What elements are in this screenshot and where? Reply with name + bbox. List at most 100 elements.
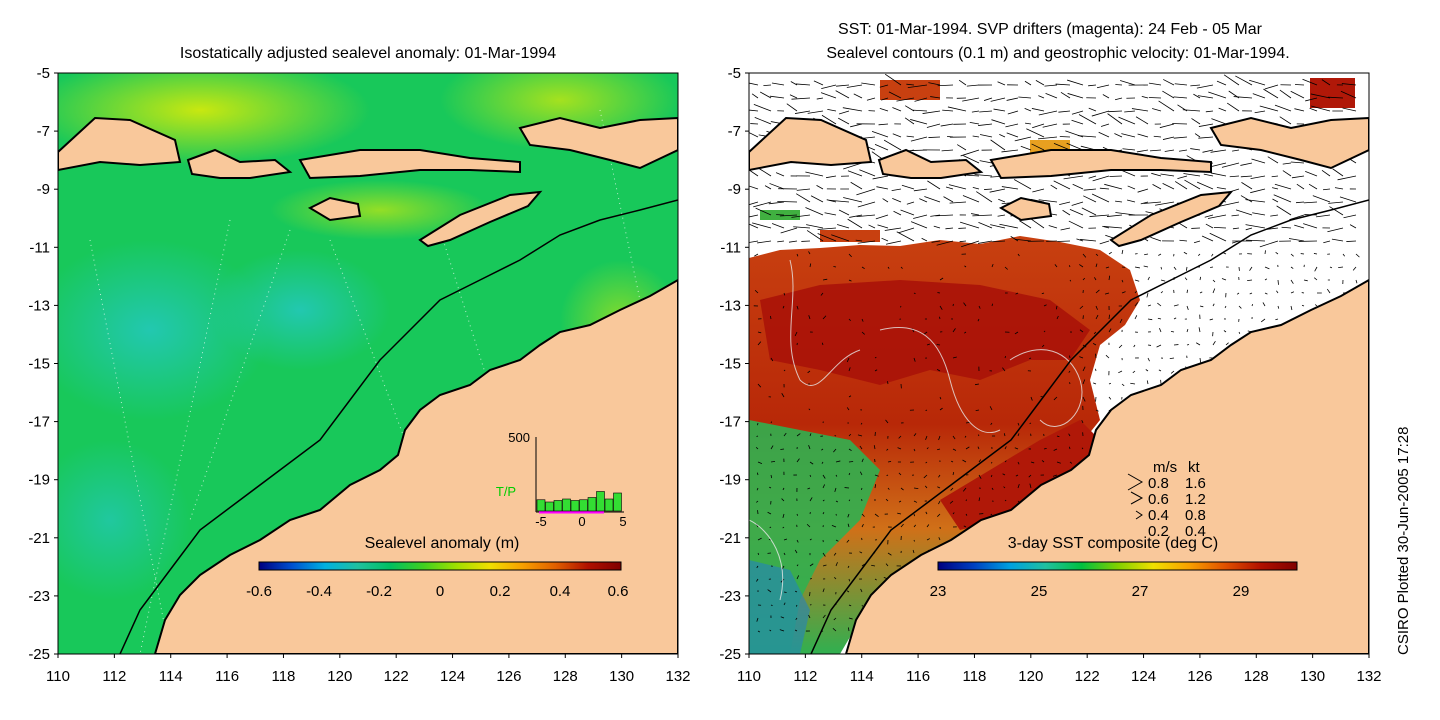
velocity-arrow bbox=[1146, 292, 1149, 298]
velocity-arrow bbox=[756, 617, 759, 622]
left-xtick-label: 118 bbox=[271, 668, 295, 685]
velocity-arrow bbox=[850, 181, 863, 190]
velocity-arrow bbox=[1055, 305, 1058, 310]
velocity-arrow bbox=[752, 222, 772, 229]
left-cbar-tick-6: 0.6 bbox=[608, 583, 629, 600]
bali-lombok-islands bbox=[186, 148, 293, 179]
velocity-arrow bbox=[809, 461, 814, 465]
velocity-arrow bbox=[1264, 278, 1268, 281]
velocity-arrow bbox=[795, 604, 798, 607]
velocity-arrow bbox=[876, 186, 889, 190]
velocity-arrow bbox=[1028, 474, 1032, 478]
velocity-arrow bbox=[904, 117, 915, 125]
velocity-arrow bbox=[1252, 93, 1266, 99]
velocity-arrow bbox=[1262, 302, 1266, 307]
velocity-arrow bbox=[952, 512, 955, 515]
velocity-arrow bbox=[989, 188, 1006, 193]
velocity-arrow bbox=[1093, 382, 1097, 385]
velocity-arrow bbox=[952, 356, 957, 359]
velocity-arrow bbox=[847, 513, 850, 518]
velocity-arrow bbox=[1245, 227, 1253, 231]
velocity-arrow bbox=[1118, 370, 1123, 374]
left-ytick-label: -19 bbox=[28, 472, 50, 489]
velocity-arrow bbox=[1213, 226, 1227, 229]
velocity-arrow bbox=[757, 341, 762, 346]
velocity-arrow bbox=[1199, 291, 1203, 294]
velocity-arrow bbox=[1291, 175, 1305, 179]
inset-xtick-5: 5 bbox=[619, 514, 626, 529]
velocity-arrow bbox=[1006, 132, 1019, 138]
velocity-arrow bbox=[1225, 342, 1229, 346]
velocity-arrow bbox=[884, 73, 902, 86]
inset-bar bbox=[596, 491, 605, 512]
velocity-arrow bbox=[913, 524, 917, 528]
velocity-arrow bbox=[1199, 305, 1204, 308]
velocity-arrow bbox=[1209, 318, 1214, 321]
velocity-arrow bbox=[1147, 318, 1153, 321]
velocity-arrow bbox=[756, 487, 759, 491]
velocity-arrow bbox=[756, 500, 759, 503]
sst-cold-southwest bbox=[749, 560, 810, 654]
velocity-arrow bbox=[874, 356, 877, 359]
velocity-arrow bbox=[1275, 251, 1279, 255]
velocity-arrow bbox=[1190, 148, 1201, 151]
velocity-arrow bbox=[796, 513, 798, 516]
velocity-arrow bbox=[892, 133, 902, 138]
velocity-arrow bbox=[1190, 84, 1201, 87]
velocity-arrow bbox=[1105, 354, 1110, 359]
velocity-arrow bbox=[757, 537, 762, 541]
velocity-arrow bbox=[1081, 207, 1097, 216]
velocity-arrow bbox=[1219, 201, 1240, 207]
velocity-arrow bbox=[1140, 201, 1149, 205]
velocity-arrow bbox=[921, 237, 928, 242]
velocity-legend-ms-0: 0.8 bbox=[1148, 475, 1169, 492]
velocity-arrow bbox=[1014, 331, 1019, 335]
velocity-arrow bbox=[1096, 84, 1110, 89]
velocity-arrow bbox=[757, 240, 772, 244]
velocity-arrow bbox=[1015, 474, 1019, 477]
velocity-arrow bbox=[1229, 175, 1240, 178]
velocity-arrow bbox=[1334, 187, 1344, 190]
velocity-arrow bbox=[1144, 253, 1149, 256]
velocity-arrow bbox=[1235, 209, 1253, 216]
velocity-arrow bbox=[1164, 149, 1175, 152]
velocity-arrow bbox=[821, 448, 824, 451]
velocity-arrow bbox=[1108, 396, 1112, 400]
velocity-arrow bbox=[1232, 227, 1240, 230]
velocity-arrow bbox=[1240, 162, 1253, 166]
right-landmasses bbox=[749, 116, 1369, 654]
velocity-arrow bbox=[838, 117, 850, 125]
left-colorbar: Sealevel anomaly (m) -0.6 -0.4 -0.2 0 0.… bbox=[246, 535, 628, 600]
velocity-arrow bbox=[857, 434, 863, 437]
velocity-arrow bbox=[906, 83, 915, 86]
velocity-arrow bbox=[757, 422, 759, 426]
velocity-arrow bbox=[809, 263, 812, 268]
velocity-arrow bbox=[1264, 84, 1279, 90]
velocity-arrow bbox=[796, 193, 811, 203]
velocity-arrow bbox=[1236, 292, 1240, 295]
velocity-arrow bbox=[874, 484, 877, 489]
velocity-arrow bbox=[1160, 279, 1166, 282]
velocity-arrow bbox=[926, 447, 929, 450]
velocity-arrow bbox=[1120, 80, 1136, 86]
left-cbar-tick-0: -0.6 bbox=[246, 583, 272, 600]
velocity-arrow bbox=[780, 448, 785, 450]
velocity-arrow bbox=[887, 381, 889, 385]
velocity-arrow bbox=[939, 396, 942, 400]
velocity-arrow bbox=[1082, 253, 1087, 258]
velocity-arrow bbox=[1216, 187, 1227, 190]
velocity-arrow bbox=[1232, 149, 1240, 152]
velocity-arrow bbox=[783, 292, 786, 296]
velocity-arrow bbox=[906, 201, 915, 205]
velocity-arrow bbox=[835, 474, 838, 477]
velocity-arrow bbox=[913, 513, 915, 517]
velocity-arrow bbox=[1331, 238, 1344, 242]
velocity-arrow bbox=[1313, 277, 1318, 281]
velocity-arrow bbox=[782, 526, 785, 529]
velocity-arrow bbox=[821, 84, 837, 90]
velocity-arrow bbox=[1121, 383, 1125, 387]
velocity-arrow bbox=[897, 447, 902, 450]
velocity-arrow bbox=[753, 201, 772, 208]
velocity-arrow bbox=[991, 119, 1006, 125]
left-cbar-tick-1: -0.4 bbox=[306, 583, 332, 600]
